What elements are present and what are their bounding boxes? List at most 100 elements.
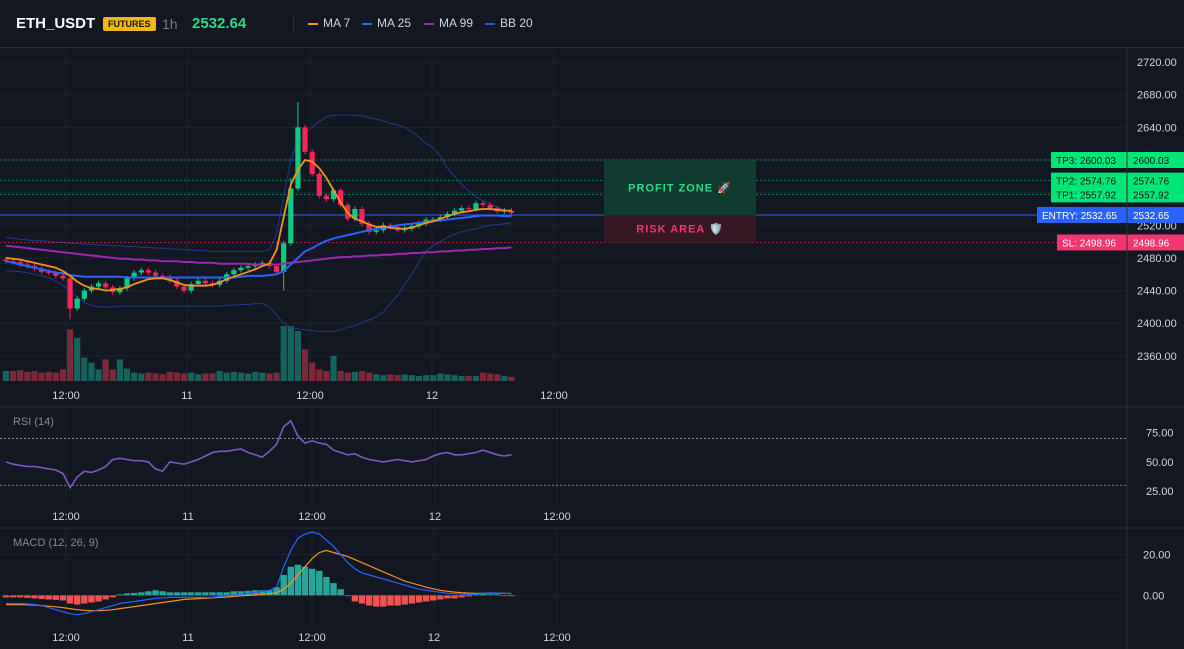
axis-tag-bg xyxy=(1127,206,1184,223)
candle-body[interactable] xyxy=(359,208,365,224)
macd-histogram-bar xyxy=(9,595,17,598)
candle-body[interactable] xyxy=(309,151,315,174)
candle-body[interactable] xyxy=(459,208,465,211)
legend-ma99[interactable]: MA 99 xyxy=(424,16,473,30)
axis-tag-value: 2574.76 xyxy=(1133,177,1170,188)
legend-ma7[interactable]: MA 7 xyxy=(308,16,350,30)
profit-zone[interactable] xyxy=(604,159,756,215)
candle-body[interactable] xyxy=(67,278,73,309)
macd-histogram-bar xyxy=(373,595,380,607)
candle-body[interactable] xyxy=(352,208,358,219)
candle-body[interactable] xyxy=(295,127,301,189)
candle-body[interactable] xyxy=(487,204,493,209)
level-separator: : xyxy=(1074,190,1080,201)
level-tag-entry[interactable]: ENTRY: 2532.65 2532.65 xyxy=(1037,206,1184,223)
candle-body[interactable] xyxy=(302,127,308,152)
candle-body[interactable] xyxy=(145,270,151,273)
risk-zone[interactable] xyxy=(604,214,756,243)
candle-body[interactable] xyxy=(373,230,379,232)
candle-body[interactable] xyxy=(174,280,180,287)
candle-body[interactable] xyxy=(451,210,458,214)
candle-body[interactable] xyxy=(152,272,159,276)
candle-body[interactable] xyxy=(53,272,59,276)
axis-tag-bg xyxy=(1127,151,1184,168)
level-tag-sl[interactable]: SL: 2498.96 2498.96 xyxy=(1057,234,1184,251)
candle-body[interactable] xyxy=(131,272,137,279)
candle-body[interactable] xyxy=(167,276,173,281)
candle-body[interactable] xyxy=(273,266,280,272)
macd-histogram-bar xyxy=(166,592,173,596)
candle-body[interactable] xyxy=(366,223,372,232)
macd-histogram-bar xyxy=(59,595,67,601)
candle-body[interactable] xyxy=(17,262,23,265)
volume-bar xyxy=(287,326,294,381)
risk-zone-label: RISK AREA 🛡️ xyxy=(636,223,723,236)
candle-body[interactable] xyxy=(330,190,337,200)
volume-bar xyxy=(52,372,59,381)
candle-body[interactable] xyxy=(60,275,66,279)
macd-panel[interactable]: 0.00 20.00 MACD (12, 26, 9) 12:00 11 12:00 12 1… xyxy=(0,530,1171,644)
candle-body[interactable] xyxy=(117,288,123,293)
candle-body[interactable] xyxy=(10,261,16,263)
rsi-panel[interactable]: 25.00 50.00 75.00 RSI (14) 12:00 11 12:00 12 12:… xyxy=(0,408,1174,523)
candle-body[interactable] xyxy=(288,188,294,244)
candle-body[interactable] xyxy=(323,195,329,200)
volume-bar xyxy=(394,375,401,381)
candle-body[interactable] xyxy=(3,259,9,262)
time-axis-label: 12:00 xyxy=(52,390,80,402)
candle-body[interactable] xyxy=(195,280,201,285)
symbol-name[interactable]: ETH_USDT xyxy=(16,15,96,32)
macd-time-label: 12 xyxy=(428,632,440,644)
candle-body[interactable] xyxy=(181,286,187,291)
volume-bar xyxy=(323,371,330,381)
candle-body[interactable] xyxy=(81,290,87,299)
level-tag-tp3[interactable]: TP3: 2600.03 2600.03 xyxy=(1051,151,1184,168)
macd-histogram-bar xyxy=(408,595,416,604)
macd-histogram-bar xyxy=(451,595,458,599)
volume-bar xyxy=(159,374,166,381)
level-tag-tp1[interactable]: TP1: 2557.92 2557.92 xyxy=(1051,186,1184,203)
macd-histogram-bar xyxy=(259,590,266,596)
candle-body[interactable] xyxy=(74,298,80,309)
macd-histogram-bar xyxy=(180,592,188,596)
macd-time-label: 11 xyxy=(182,632,193,644)
candle-body[interactable] xyxy=(95,283,102,287)
level-value: 2532.65 xyxy=(1081,211,1118,222)
candle-body[interactable] xyxy=(238,267,244,271)
candle-body[interactable] xyxy=(124,278,130,289)
macd-signal-line xyxy=(6,549,512,612)
macd-histogram-bar xyxy=(31,595,38,599)
volume-bar xyxy=(173,372,180,381)
candle-body[interactable] xyxy=(231,270,237,275)
time-axis-label: 12:00 xyxy=(296,390,324,402)
candle-body[interactable] xyxy=(430,219,436,221)
candle-body[interactable] xyxy=(103,283,109,288)
price-panel[interactable]: 2360.002400.002440.002480.002520.002560.… xyxy=(0,49,1184,402)
candle-body[interactable] xyxy=(466,208,472,210)
candle-body[interactable] xyxy=(188,284,194,291)
volume-bar xyxy=(458,376,465,381)
level-tag-bg xyxy=(1051,151,1127,168)
macd-histogram-bar xyxy=(316,570,323,596)
volume-bar xyxy=(351,371,358,381)
candle-body[interactable] xyxy=(473,203,479,209)
axis-tag-bg xyxy=(1127,186,1184,203)
candle-body[interactable] xyxy=(338,190,344,205)
candle-body[interactable] xyxy=(202,280,208,284)
legend-bb20[interactable]: BB 20 xyxy=(485,16,533,30)
macd-histogram-bar xyxy=(380,595,387,607)
level-tag-tp2[interactable]: TP2: 2574.76 2574.76 xyxy=(1051,172,1184,189)
candle-body[interactable] xyxy=(480,203,486,205)
candle-body[interactable] xyxy=(316,173,322,196)
macd-histogram-bar xyxy=(95,595,102,602)
candle-body[interactable] xyxy=(245,266,251,268)
candle-body[interactable] xyxy=(281,243,287,272)
candle-body[interactable] xyxy=(508,210,515,214)
legend-ma25[interactable]: MA 25 xyxy=(362,16,411,30)
candle-body[interactable] xyxy=(160,275,166,277)
timeframe-selector[interactable]: 1h xyxy=(162,16,178,32)
candle-body[interactable] xyxy=(138,270,144,273)
candle-body[interactable] xyxy=(46,271,52,273)
level-tag-name: ENTRY: 2532.65 xyxy=(1042,211,1117,222)
